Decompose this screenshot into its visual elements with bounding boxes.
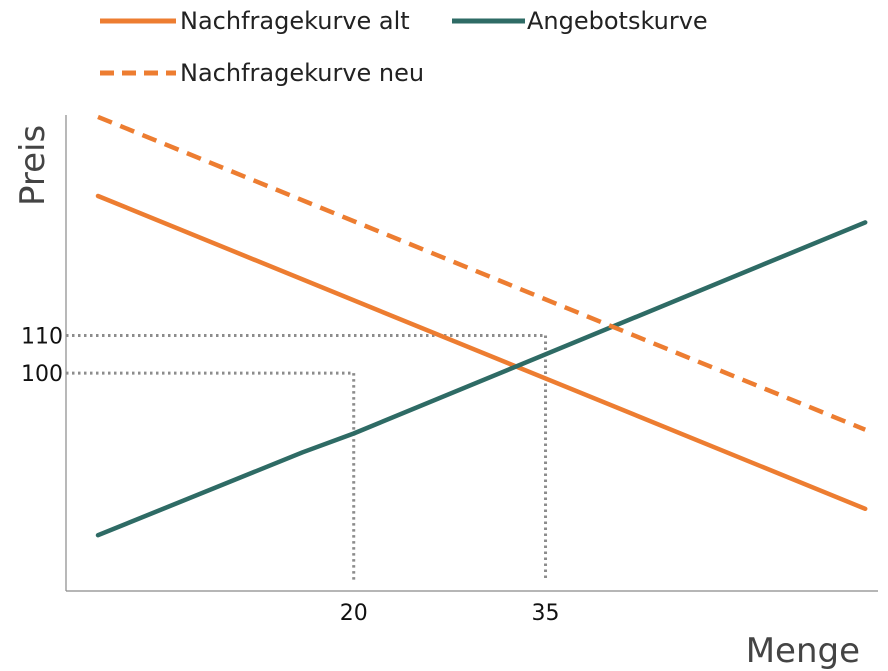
legend-label-nachfragekurve-neu: Nachfragekurve neu xyxy=(180,59,424,87)
x-axis-label: Menge xyxy=(746,631,860,671)
legend: Nachfragekurve alt Angebotskurve Nachfra… xyxy=(100,7,708,87)
x-tick-label-20: 20 xyxy=(340,601,368,626)
legend-label-nachfragekurve-alt: Nachfragekurve alt xyxy=(180,7,410,35)
reference-lines xyxy=(66,333,548,581)
legend-label-angebotskurve: Angebotskurve xyxy=(527,7,708,35)
series-line-nachfragekurve-neu xyxy=(97,114,867,432)
y-tick-label-110: 110 xyxy=(21,324,63,349)
y-axis-label: Preis xyxy=(13,125,53,206)
y-tick-label-100: 100 xyxy=(21,362,63,387)
series-line-nachfragekurve-alt xyxy=(95,193,868,512)
series-lines xyxy=(95,114,868,538)
x-tick-label-35: 35 xyxy=(532,601,560,626)
tick-labels: 100 110 20 35 xyxy=(21,324,560,626)
series-line-angebotskurve xyxy=(95,220,868,538)
